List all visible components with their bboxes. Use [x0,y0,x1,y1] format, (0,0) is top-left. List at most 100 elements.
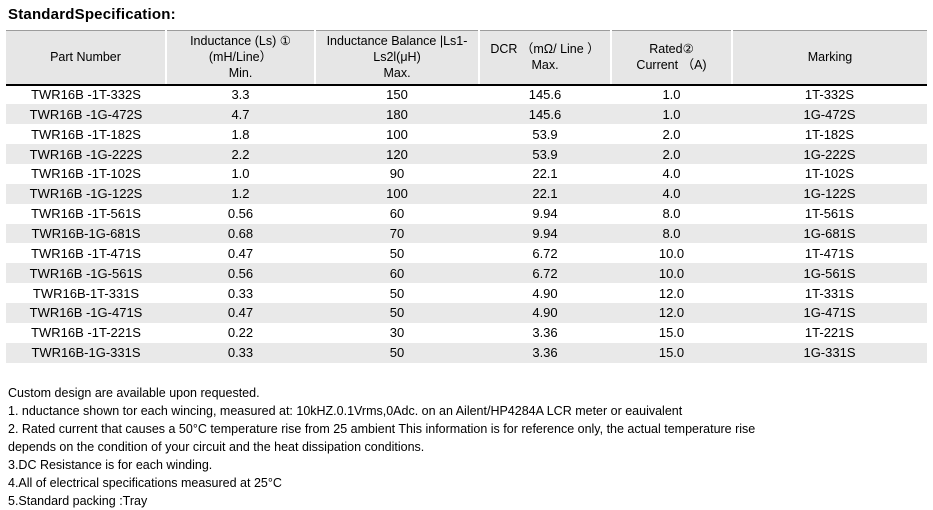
page-title: StandardSpecification: [8,6,176,23]
cell-inductance-balance: 100 [386,126,408,142]
cell-marking: 1G-472S [732,104,927,125]
cell-dcr: 6.72 [479,263,611,284]
note-line: 2. Rated current that causes a 50°C temp… [8,421,756,436]
cell-inductance: 1.8 [231,126,250,142]
cell-rated-current: 10.0 [611,263,732,284]
cell-marking: 1G-122S [732,183,927,204]
cell-dcr: 9.94 [532,206,558,222]
spec-table-header: Part Number Inductance (Ls) ① (mH/Line） Min… [6,30,927,86]
cell-dcr: 22.1 [532,166,558,182]
cell-rated-current: 2.0 [611,144,732,164]
table-row: TWR16B-1G-681S 0.68 70 9.94 8.0 1G-681S [6,223,927,244]
cell-inductance-balance: 120 [315,144,479,164]
note-line: 5.Standard packing :Tray [8,493,148,508]
column-header-marking: Marking [731,30,927,86]
cell-part-number: TWR16B -1T-221S [31,325,141,341]
cell-inductance-balance: 60 [315,263,479,284]
cell-inductance: 0.22 [227,325,254,341]
cell-part-number: TWR16B-1G-681S [6,223,166,244]
cell-rated-current: 12.0 [611,302,732,323]
cell-inductance: 0.68 [166,223,315,244]
cell-rated-current: 8.0 [662,206,681,222]
cell-marking: 1G-331S [732,342,927,363]
cell-part-number: TWR16B -1G-222S [6,144,166,164]
cell-inductance: 2.2 [166,144,315,164]
note-line: Custom design are available upon request… [8,385,260,400]
cell-part-number: TWR16B -1T-471S [31,245,141,261]
cell-dcr: 6.72 [532,245,558,261]
table-row: TWR16B -1G-222S 2.2 120 53.9 2.0 1G-222S [6,144,927,164]
note-line: 1. nductance shown tor each wincing, mea… [8,403,683,418]
cell-dcr: 53.9 [479,144,611,164]
table-row: TWR16B-1T-331S 0.33 50 4.90 12.0 1T-331S [6,283,927,303]
cell-part-number: TWR16B -1T-182S [31,126,141,142]
cell-part-number: TWR16B -1G-122S [6,183,166,204]
column-header-part-number: Part Number [6,30,166,86]
cell-inductance: 0.56 [227,206,254,222]
cell-inductance-balance: 100 [315,183,479,204]
cell-inductance: 0.47 [227,245,254,261]
note-line: 3.DC Resistance is for each winding. [8,457,213,472]
cell-part-number: TWR16B -1T-102S [31,166,141,182]
cell-rated-current: 4.0 [662,166,681,182]
cell-rated-current: 4.0 [611,183,732,204]
cell-inductance-balance: 180 [315,104,479,125]
cell-marking: 1G-561S [732,263,927,284]
cell-part-number: TWR16B -1G-561S [6,263,166,284]
cell-marking: 1G-222S [732,144,927,164]
cell-inductance: 0.33 [166,342,315,363]
table-row: TWR16B -1T-332S 3.3 150 145.6 1.0 1T-332S [6,85,927,105]
cell-dcr: 53.9 [532,126,558,142]
cell-inductance: 0.47 [166,302,315,323]
cell-rated-current: 2.0 [662,126,681,142]
table-row: TWR16B -1G-561S 0.56 60 6.72 10.0 1G-561S [6,263,927,284]
cell-inductance: 0.56 [166,263,315,284]
cell-inductance-balance: 30 [389,325,405,341]
column-header-dcr: DCR （mΩ/ Line ） Max. [478,30,611,86]
cell-inductance-balance: 150 [386,87,408,103]
table-row: TWR16B -1G-122S 1.2 100 22.1 4.0 1G-122S [6,183,927,204]
table-row: TWR16B -1T-561S 0.56 60 9.94 8.0 1T-561S [6,204,927,224]
cell-dcr: 4.90 [479,302,611,323]
cell-inductance: 3.3 [231,87,250,103]
cell-dcr: 4.90 [532,285,558,301]
cell-inductance: 1.0 [231,166,250,182]
cell-part-number: TWR16B-1T-331S [32,285,140,301]
cell-inductance: 1.2 [166,183,315,204]
table-row: TWR16B-1G-331S 0.33 50 3.36 15.0 1G-331S [6,342,927,363]
cell-inductance-balance: 50 [389,245,405,261]
cell-marking: 1T-471S [804,245,855,261]
cell-rated-current: 1.0 [611,104,732,125]
column-header-inductance-balance: Inductance Balance |Ls1- Ls2l(μH) Max. [314,30,479,86]
note-line: depends on the condition of your circuit… [8,439,425,454]
cell-inductance-balance: 70 [315,223,479,244]
cell-dcr: 3.36 [532,325,558,341]
notes-block: Custom design are available upon request… [8,384,927,510]
header-row: Part Number Inductance (Ls) ① (mH/Line） Min… [6,30,927,86]
cell-marking: 1T-182S [804,126,855,142]
cell-marking: 1T-331S [804,285,855,301]
note-line: 4.All of electrical specifications measu… [8,475,282,490]
table-row: TWR16B -1G-472S 4.7 180 145.6 1.0 1G-472S [6,104,927,125]
cell-rated-current: 1.0 [662,87,681,103]
column-header-rated-current: Rated② Current （A) [610,30,732,86]
cell-dcr: 145.6 [479,104,611,125]
cell-inductance: 0.33 [227,285,254,301]
cell-dcr: 145.6 [528,87,562,103]
cell-rated-current: 15.0 [658,325,685,341]
table-row: TWR16B -1T-102S 1.0 90 22.1 4.0 1T-102S [6,164,927,184]
cell-marking: 1T-102S [804,166,855,182]
cell-part-number: TWR16B -1G-471S [6,302,166,323]
cell-inductance: 4.7 [166,104,315,125]
cell-inductance-balance: 60 [389,206,405,222]
cell-part-number: TWR16B -1T-332S [31,87,141,103]
cell-dcr: 22.1 [479,183,611,204]
table-row: TWR16B -1G-471S 0.47 50 4.90 12.0 1G-471S [6,302,927,323]
cell-part-number: TWR16B -1T-561S [31,206,141,222]
cell-marking: 1G-681S [732,223,927,244]
spec-table: Part Number Inductance (Ls) ① (mH/Line） Min… [6,30,927,363]
cell-dcr: 3.36 [479,342,611,363]
cell-inductance-balance: 50 [315,302,479,323]
column-header-inductance: Inductance (Ls) ① (mH/Line） Min. [165,30,315,86]
